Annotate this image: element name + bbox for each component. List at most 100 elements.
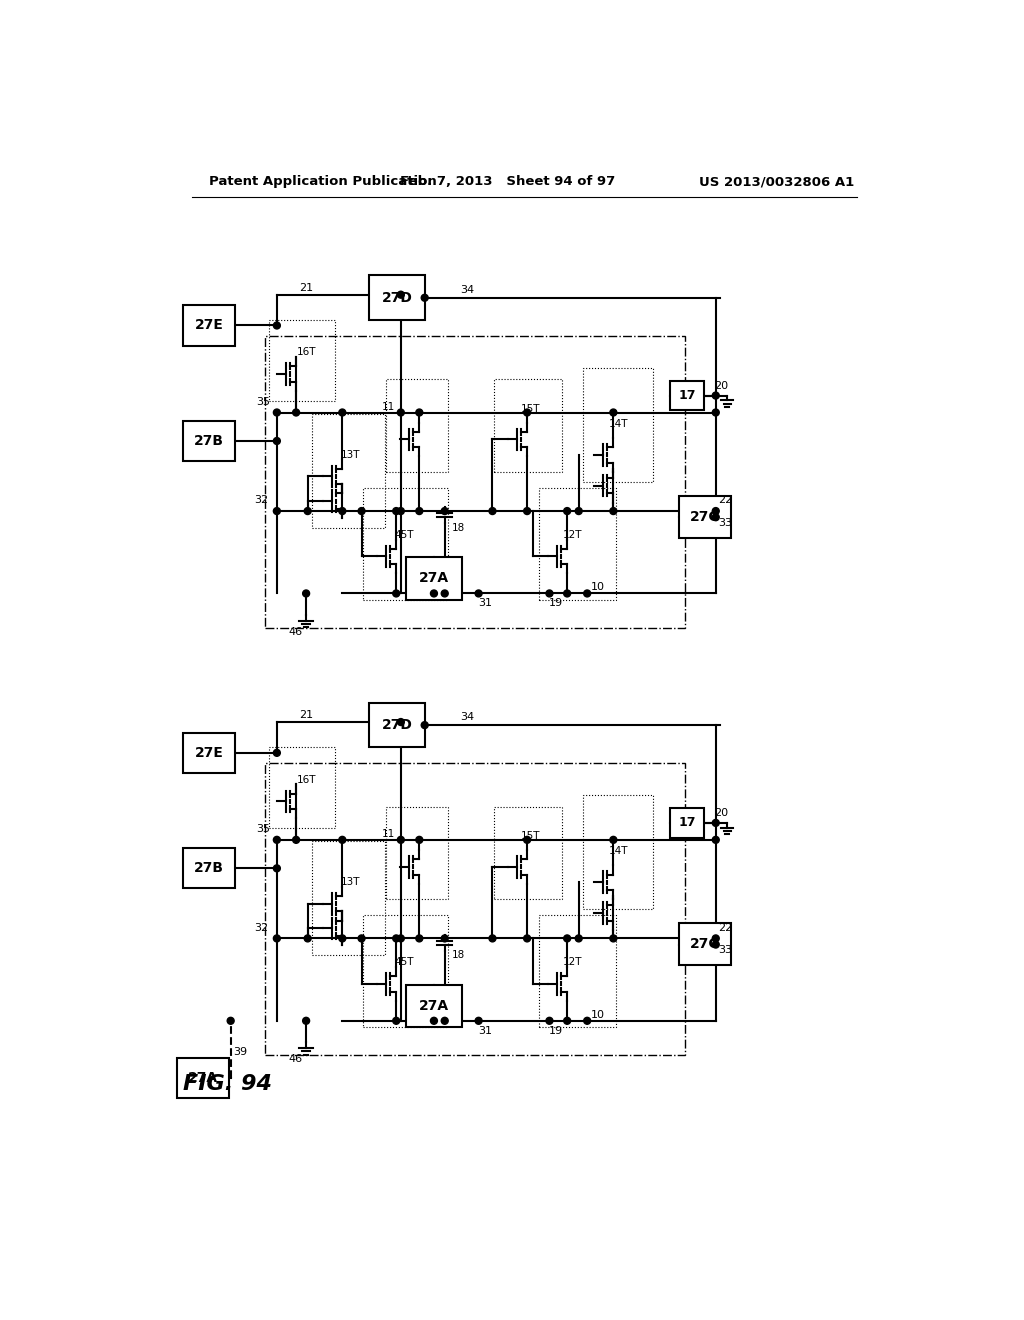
Circle shape <box>610 837 616 843</box>
Text: 34: 34 <box>460 713 474 722</box>
Text: 10: 10 <box>591 582 605 593</box>
Bar <box>407 985 462 1027</box>
Circle shape <box>430 1018 437 1024</box>
Circle shape <box>610 935 616 942</box>
Bar <box>407 557 462 599</box>
Circle shape <box>713 409 719 416</box>
Bar <box>386 807 447 899</box>
Bar <box>183 733 236 774</box>
Text: 27B: 27B <box>195 434 224 447</box>
Circle shape <box>441 508 449 515</box>
Bar <box>679 495 731 539</box>
Text: 27C: 27C <box>690 510 720 524</box>
Text: 15T: 15T <box>521 832 541 841</box>
Circle shape <box>303 1018 309 1024</box>
Text: 27A: 27A <box>419 572 449 586</box>
Text: 18: 18 <box>452 523 465 533</box>
Bar <box>177 1057 229 1098</box>
Circle shape <box>393 1018 399 1024</box>
Bar <box>269 747 335 829</box>
Circle shape <box>713 941 719 948</box>
Circle shape <box>441 1018 449 1024</box>
Circle shape <box>397 837 404 843</box>
Circle shape <box>416 508 423 515</box>
Bar <box>265 763 685 1056</box>
Bar <box>584 795 652 909</box>
Text: 35: 35 <box>256 824 270 834</box>
Bar <box>539 488 615 599</box>
Text: Feb. 7, 2013   Sheet 94 of 97: Feb. 7, 2013 Sheet 94 of 97 <box>400 176 615 187</box>
Circle shape <box>273 437 281 445</box>
Text: 35: 35 <box>256 397 270 407</box>
Circle shape <box>339 935 346 942</box>
Circle shape <box>475 1018 482 1024</box>
Circle shape <box>304 935 311 942</box>
Text: 22: 22 <box>718 495 732 506</box>
Bar <box>386 379 447 471</box>
Circle shape <box>293 409 300 416</box>
Circle shape <box>397 508 404 515</box>
Circle shape <box>489 935 496 942</box>
Circle shape <box>416 935 423 942</box>
Text: 22: 22 <box>718 923 732 933</box>
Circle shape <box>273 508 281 515</box>
Circle shape <box>421 294 428 301</box>
Circle shape <box>397 292 404 298</box>
Text: 46: 46 <box>289 627 302 638</box>
Text: 21: 21 <box>299 282 313 293</box>
Text: 31: 31 <box>478 598 492 609</box>
Text: 16T: 16T <box>296 347 315 358</box>
Circle shape <box>397 718 404 726</box>
Circle shape <box>584 1018 591 1024</box>
Circle shape <box>546 1018 553 1024</box>
Circle shape <box>713 837 719 843</box>
Text: 17: 17 <box>678 816 695 829</box>
Circle shape <box>713 935 719 942</box>
Circle shape <box>441 935 449 942</box>
Bar <box>265 335 685 628</box>
Circle shape <box>339 508 346 515</box>
Circle shape <box>273 750 281 756</box>
Text: 39: 39 <box>232 1047 247 1056</box>
Text: 32: 32 <box>254 495 268 506</box>
Circle shape <box>713 513 719 520</box>
Bar <box>679 923 731 965</box>
Circle shape <box>293 837 300 843</box>
Text: 16T: 16T <box>296 775 315 785</box>
Text: 19: 19 <box>549 1026 562 1036</box>
Text: 27C: 27C <box>690 937 720 952</box>
Circle shape <box>273 409 281 416</box>
Circle shape <box>523 935 530 942</box>
Circle shape <box>523 508 530 515</box>
Circle shape <box>713 392 719 399</box>
Circle shape <box>339 837 346 843</box>
Text: 10: 10 <box>591 1010 605 1019</box>
Text: 33: 33 <box>718 517 732 528</box>
Circle shape <box>416 837 423 843</box>
Circle shape <box>584 590 591 597</box>
Circle shape <box>397 409 404 416</box>
Circle shape <box>575 935 583 942</box>
Circle shape <box>273 837 281 843</box>
Text: 27E: 27E <box>195 746 223 760</box>
Text: 27D: 27D <box>382 290 413 305</box>
Circle shape <box>441 590 449 597</box>
Text: 11: 11 <box>382 403 395 412</box>
Circle shape <box>563 508 570 515</box>
Circle shape <box>523 409 530 416</box>
Bar <box>494 379 562 471</box>
Bar <box>311 414 385 528</box>
Circle shape <box>610 508 616 515</box>
Circle shape <box>430 590 437 597</box>
Text: 27E: 27E <box>195 318 223 333</box>
Bar <box>670 808 705 838</box>
Bar <box>183 421 236 461</box>
Bar <box>183 305 236 346</box>
Text: FIG. 94: FIG. 94 <box>183 1074 272 1094</box>
Circle shape <box>273 322 281 329</box>
Circle shape <box>358 508 365 515</box>
Bar <box>364 915 447 1027</box>
Bar <box>584 368 652 482</box>
Text: 45T: 45T <box>394 957 414 968</box>
Circle shape <box>227 1018 234 1024</box>
